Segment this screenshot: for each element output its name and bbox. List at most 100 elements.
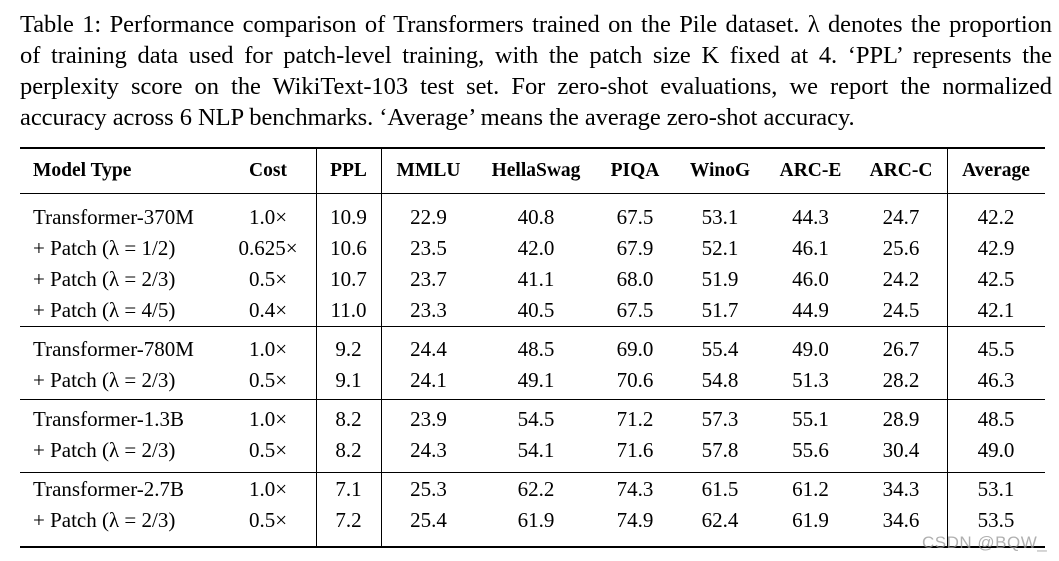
group-spacer [20, 326, 1045, 334]
cell-hellaswag: 48.5 [517, 337, 555, 361]
cell-ppl: 11.0 [330, 298, 367, 322]
cell-arc-e: 55.6 [792, 438, 829, 462]
cell-model: + Patch (λ = 2/3) [33, 438, 176, 462]
cell-cost: 0.5× [248, 438, 288, 462]
cell-winog: 57.8 [701, 438, 739, 462]
cell-arc-e: 46.0 [792, 267, 829, 291]
group-spacer [20, 396, 1045, 404]
cell-piqa: 74.3 [616, 477, 654, 501]
header-ppl: PPL [330, 160, 367, 181]
cell-ppl: 8.2 [335, 407, 362, 431]
cell-hellaswag: 54.5 [517, 407, 555, 431]
cell-piqa: 69.0 [616, 337, 654, 361]
cell-winog: 57.3 [701, 407, 739, 431]
cell-model: + Patch (λ = 2/3) [33, 508, 176, 532]
cell-average: 42.9 [977, 236, 1015, 260]
table-caption: Table 1: Performance comparison of Trans… [20, 9, 1052, 133]
cell-average: 48.5 [977, 407, 1015, 431]
cell-average: 53.5 [977, 508, 1015, 532]
header-rule [20, 193, 1045, 194]
watermark: CSDN @BQW_ [922, 533, 1048, 552]
header-hellaswag: HellaSwag [491, 160, 581, 181]
cell-piqa: 71.6 [616, 438, 654, 462]
group-divider [20, 399, 1045, 400]
table-row: + Patch (λ = 2/3) 0.5× 10.7 23.7 41.1 68.0 51.… [20, 264, 1045, 295]
table-row: Transformer-2.7B 1.0× 7.1 25.3 62.2 74.3 61.5 6… [20, 474, 1045, 505]
cell-winog: 51.7 [701, 298, 739, 322]
cell-cost: 0.4× [248, 298, 288, 322]
cell-ppl: 7.1 [335, 477, 362, 501]
cell-mmlu: 23.5 [410, 236, 447, 260]
cell-model: + Patch (λ = 2/3) [33, 368, 176, 392]
header-model-type: Model Type [33, 160, 132, 181]
cell-hellaswag: 54.1 [517, 438, 555, 462]
cell-arc-c: 34.3 [882, 477, 920, 501]
cell-hellaswag: 61.9 [517, 508, 555, 532]
cell-model: + Patch (λ = 1/2) [33, 236, 176, 260]
cell-model: + Patch (λ = 4/5) [33, 298, 176, 322]
table-body: Transformer-370M 1.0× 10.9 22.9 40.8 67.5 53.1… [20, 194, 1045, 536]
group-spacer [20, 194, 1045, 202]
spacer-cell [20, 326, 1045, 334]
group-spacer [20, 466, 1045, 474]
cell-average: 53.1 [977, 477, 1015, 501]
cell-ppl: 10.9 [330, 205, 367, 229]
header-mmlu: MMLU [396, 160, 461, 181]
cell-cost: 1.0× [248, 477, 288, 501]
cell-cost: 0.5× [248, 267, 288, 291]
cell-arc-c: 26.7 [882, 337, 920, 361]
cell-arc-c: 30.4 [882, 438, 920, 462]
header-arc-e: ARC-E [779, 160, 842, 181]
cell-arc-c: 25.6 [882, 236, 920, 260]
header-winog: WinoG [689, 160, 751, 181]
cell-mmlu: 24.3 [410, 438, 447, 462]
cell-piqa: 67.5 [616, 298, 654, 322]
table-row: + Patch (λ = 1/2) 0.625× 10.6 23.5 42.0 67.9 5… [20, 233, 1045, 264]
cell-arc-e: 61.2 [792, 477, 829, 501]
column-separator [381, 149, 382, 546]
cell-arc-e: 44.3 [792, 205, 829, 229]
group-divider [20, 472, 1045, 473]
cell-mmlu: 25.3 [410, 477, 447, 501]
cell-piqa: 68.0 [616, 267, 654, 291]
cell-arc-c: 28.9 [882, 407, 920, 431]
cell-average: 46.3 [977, 368, 1015, 392]
cell-cost: 1.0× [248, 407, 288, 431]
table-row: Transformer-780M 1.0× 9.2 24.4 48.5 69.0 55.4 4… [20, 334, 1045, 365]
caption-line: of training data used for patch-level tr… [20, 42, 1052, 69]
cell-average: 42.1 [977, 298, 1015, 322]
header-average: Average [962, 160, 1030, 181]
cell-mmlu: 23.9 [410, 407, 447, 431]
header-cost: Cost [249, 160, 287, 181]
spacer-cell [20, 466, 1045, 474]
cell-mmlu: 23.7 [410, 267, 447, 291]
cell-ppl: 10.7 [330, 267, 367, 291]
cell-hellaswag: 40.5 [517, 298, 555, 322]
table-row: + Patch (λ = 2/3) 0.5× 7.2 25.4 61.9 74.9 62.4… [20, 505, 1045, 536]
table-row: + Patch (λ = 2/3) 0.5× 8.2 24.3 54.1 71.6 57.8… [20, 435, 1045, 466]
cell-piqa: 67.9 [616, 236, 654, 260]
cell-ppl: 10.6 [330, 236, 367, 260]
cell-winog: 62.4 [701, 508, 739, 532]
cell-model: + Patch (λ = 2/3) [33, 267, 176, 291]
cell-cost: 0.5× [248, 368, 288, 392]
cell-arc-c: 24.2 [882, 267, 920, 291]
cell-arc-e: 61.9 [792, 508, 829, 532]
top-rule [20, 147, 1045, 149]
cell-mmlu: 24.4 [410, 337, 447, 361]
cell-piqa: 74.9 [616, 508, 654, 532]
cell-piqa: 67.5 [616, 205, 654, 229]
caption-line: accuracy across 6 NLP benchmarks. ‘Avera… [20, 104, 855, 131]
column-separator [947, 149, 948, 546]
cell-mmlu: 25.4 [410, 508, 447, 532]
table-row: + Patch (λ = 2/3) 0.5× 9.1 24.1 49.1 70.6 54.8… [20, 365, 1045, 396]
cell-winog: 55.4 [701, 337, 739, 361]
header-piqa: PIQA [610, 160, 660, 181]
cell-average: 49.0 [977, 438, 1015, 462]
header-arc-c: ARC-C [869, 160, 933, 181]
cell-winog: 53.1 [701, 205, 739, 229]
cell-arc-c: 24.7 [882, 205, 920, 229]
cell-hellaswag: 40.8 [517, 205, 555, 229]
cell-average: 42.5 [977, 267, 1015, 291]
cell-piqa: 71.2 [616, 407, 654, 431]
